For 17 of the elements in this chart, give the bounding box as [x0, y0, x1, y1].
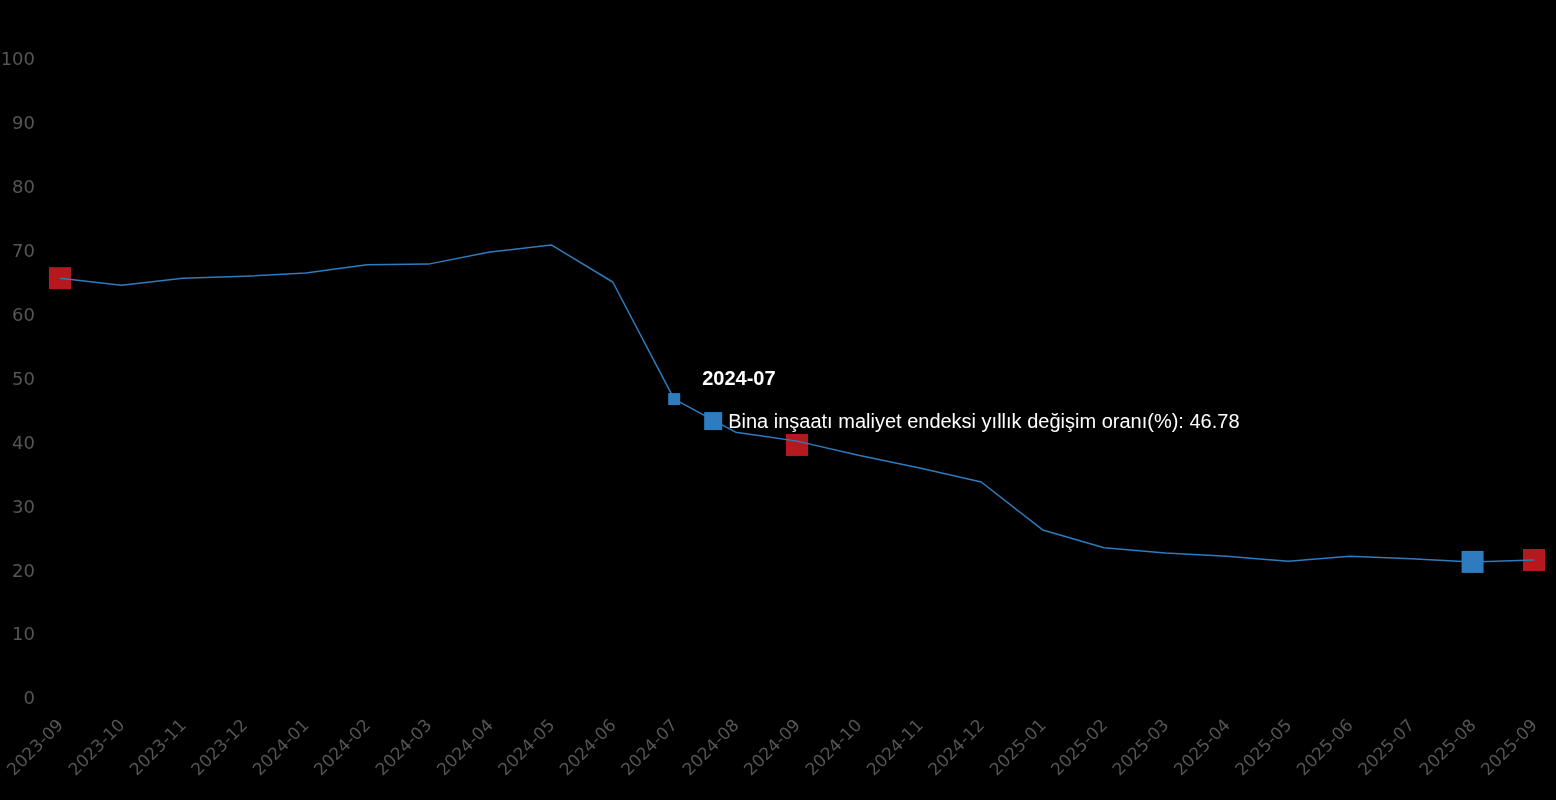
y-tick-label: 50 [12, 367, 35, 389]
y-tick-label: 20 [12, 559, 35, 581]
y-tick-label: 40 [12, 431, 35, 453]
annotation: 2024-07 [702, 367, 776, 390]
y-tick-label: 80 [12, 176, 35, 198]
y-tick-label: 30 [12, 495, 35, 517]
y-tick-label: 60 [12, 303, 35, 325]
y-tick-label: 100 [0, 48, 35, 70]
annotation: Bina inşaatı maliyet endeksi yıllık değişim oranı(%): 46.78 [728, 410, 1240, 433]
point [49, 267, 71, 290]
y-tick-label: 10 [12, 623, 35, 645]
y-tick-label: 70 [12, 240, 35, 261]
y-tick-label: 90 [12, 112, 35, 134]
y-tick-label: 0 [23, 687, 35, 709]
point [786, 433, 808, 456]
point [1523, 548, 1545, 571]
point [1461, 550, 1484, 573]
